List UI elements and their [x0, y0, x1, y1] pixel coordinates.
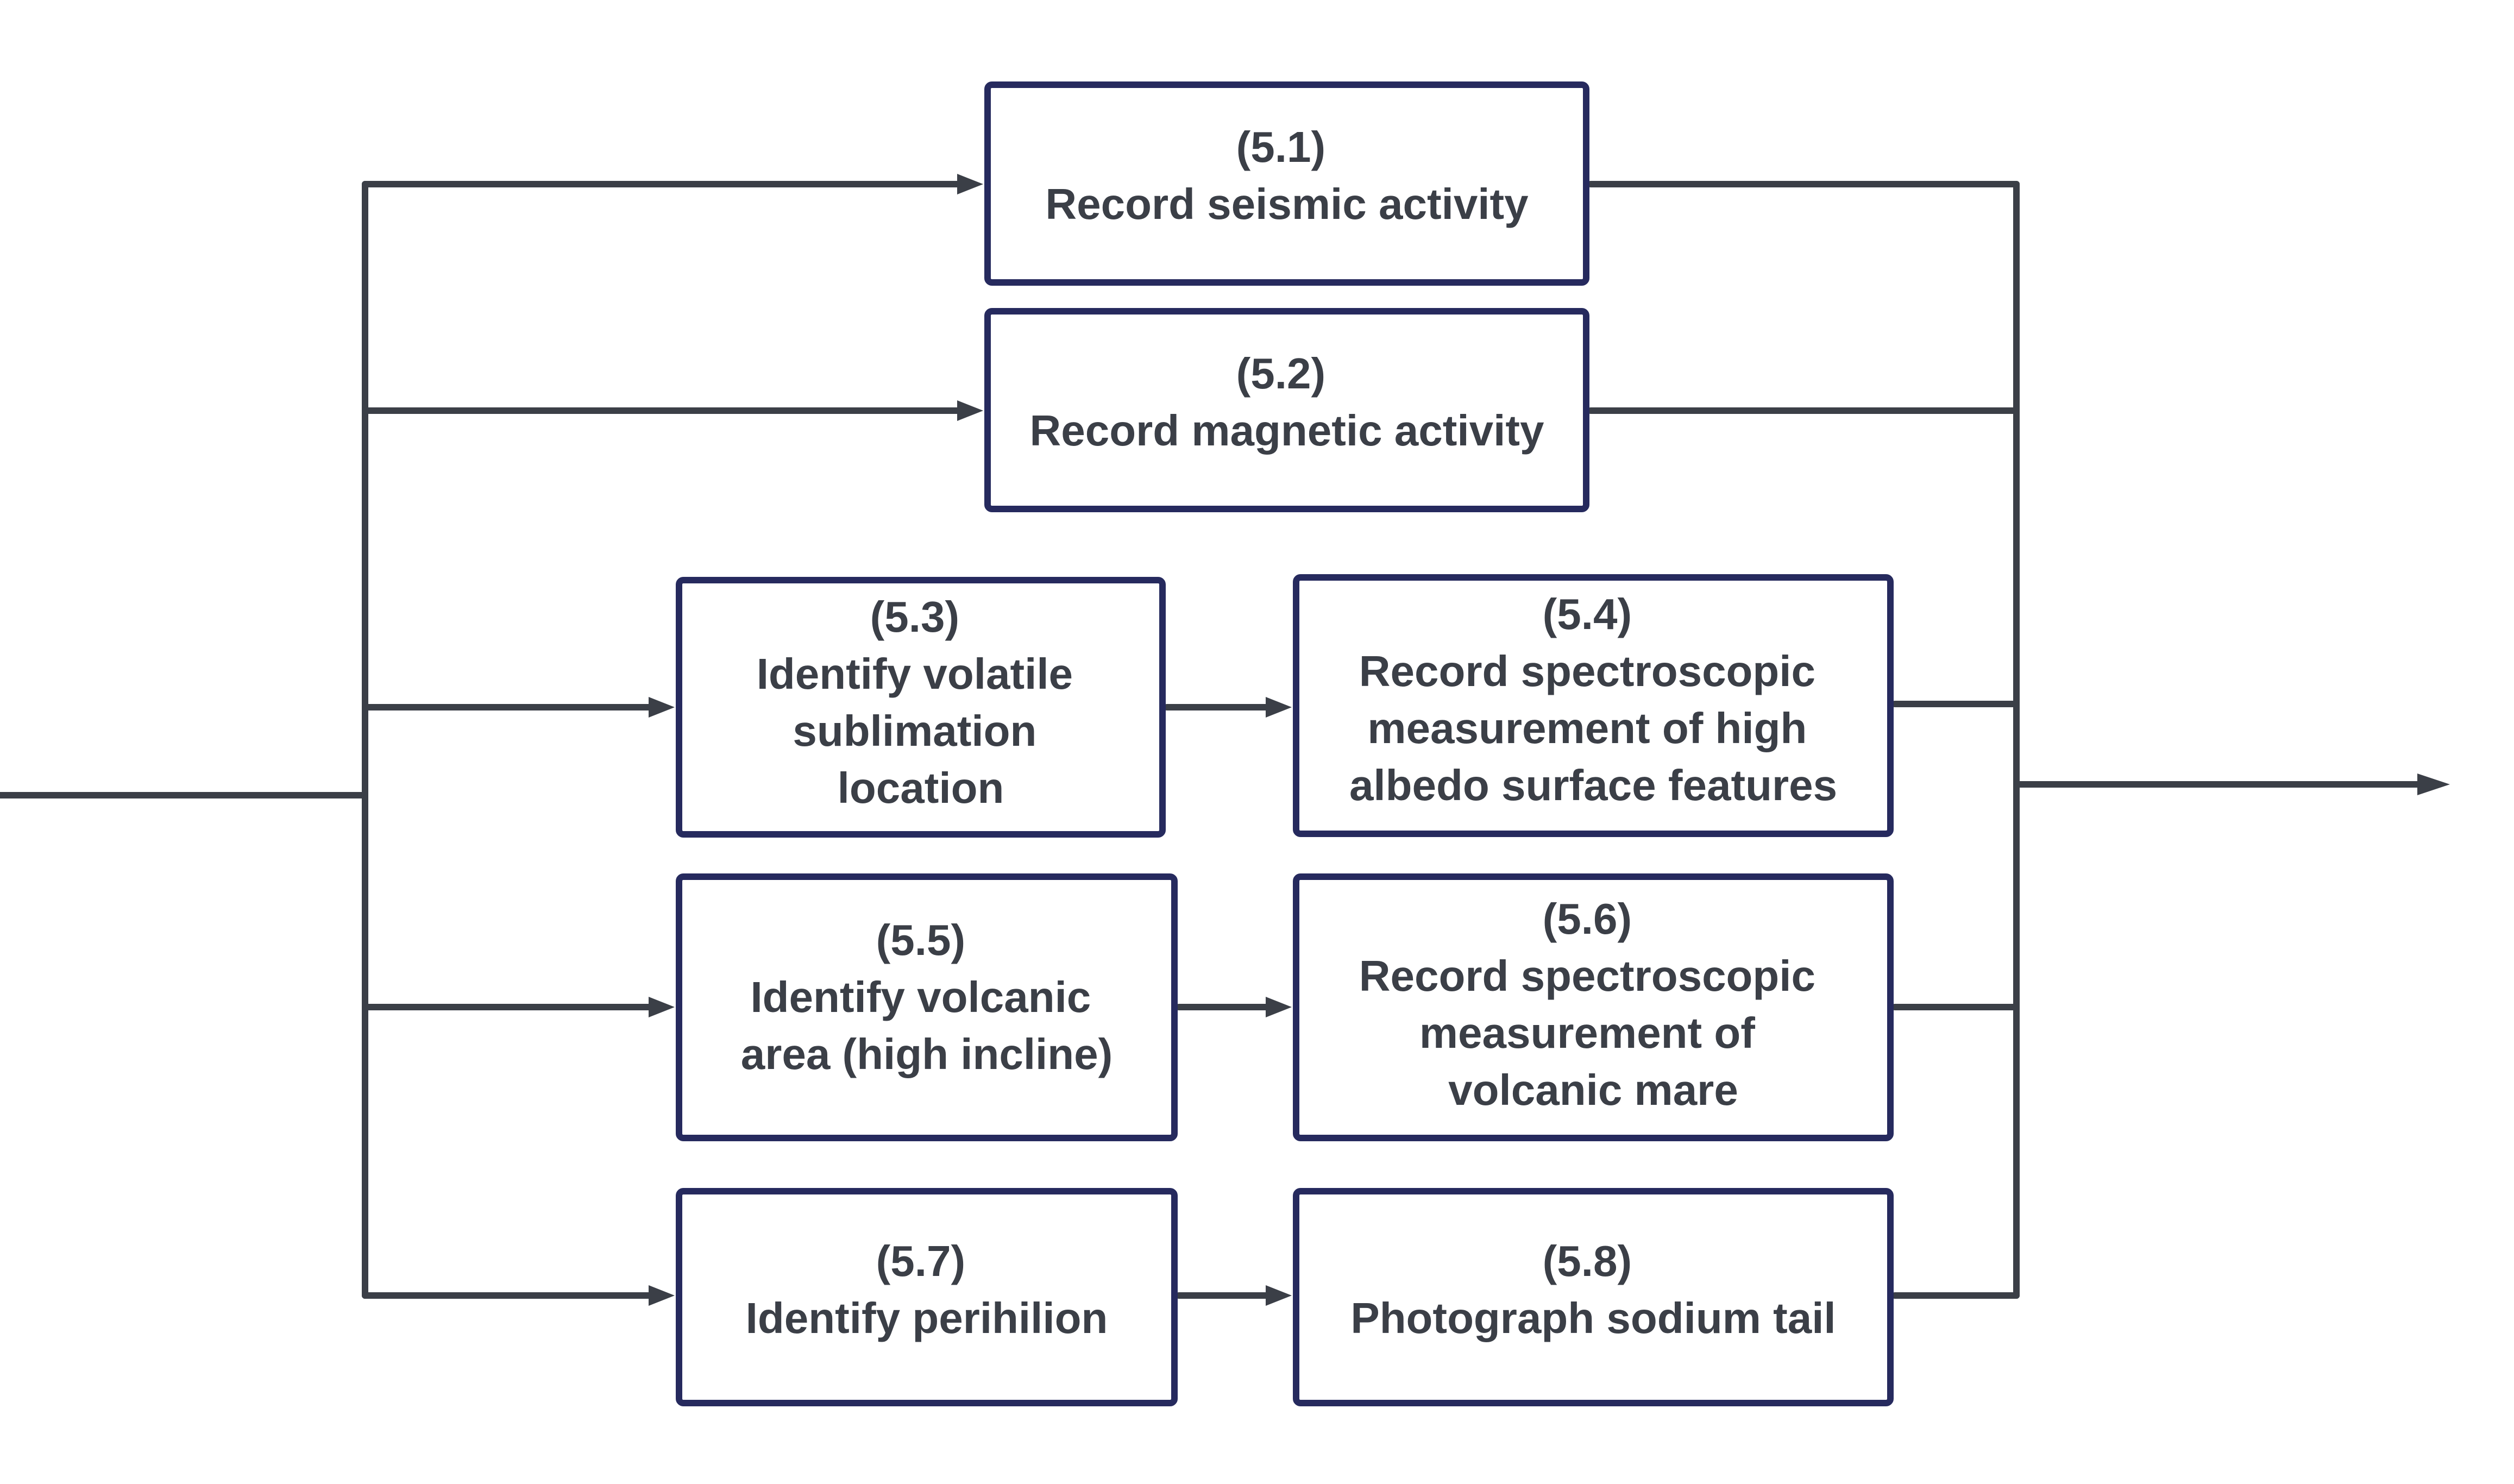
process-box-5-4-frame [1293, 574, 1894, 837]
process-box-5-7: (5.7) Identify perihilion [676, 1188, 1178, 1406]
process-box-5-6-line-1: (5.6) [1543, 895, 1632, 943]
arrowhead-5-3 [649, 697, 675, 718]
process-box-5-7-line-2: Identify perihilion [746, 1294, 1108, 1342]
process-box-5-6-line-3: measurement of [1419, 1009, 1755, 1057]
process-box-5-6-line-4: volcanic mare [1448, 1066, 1738, 1114]
process-box-5-2-frame [984, 308, 1589, 512]
process-box-5-2: (5.2) Record magnetic activity [984, 308, 1589, 512]
arrowhead-5-8 [1266, 1285, 1292, 1306]
output-arrowhead [2417, 774, 2450, 795]
process-box-5-1-line-1: (5.1) [1236, 123, 1326, 171]
process-box-5-2-line-1: (5.2) [1236, 349, 1326, 398]
arrowhead-5-1 [957, 174, 983, 194]
arrowhead-5-7 [649, 1285, 675, 1306]
connectors [0, 174, 2450, 1306]
process-box-5-8-line-1: (5.8) [1543, 1237, 1632, 1285]
process-box-5-5-line-3: area (high incline) [741, 1030, 1113, 1078]
process-box-5-1-frame [984, 81, 1589, 286]
process-box-5-4-line-4: albedo surface features [1349, 761, 1837, 809]
process-box-5-1-label: (5.1) Record seismic activity [1045, 123, 1529, 228]
arrowhead-5-6 [1266, 997, 1292, 1017]
process-box-5-3-line-4: location [838, 764, 1004, 812]
process-box-5-5-line-2: Identify volcanic [750, 973, 1091, 1021]
process-box-5-8: (5.8) Photograph sodium tail [1293, 1188, 1894, 1406]
process-box-5-3-label: (5.3) Identify volatile sublimation loca… [757, 593, 1085, 812]
process-box-5-8-label: (5.8) Photograph sodium tail [1350, 1237, 1836, 1342]
process-box-5-5-line-1: (5.5) [876, 916, 966, 964]
process-box-5-4-label: (5.4) Record spectroscopic measurement o… [1349, 590, 1837, 809]
process-box-5-7-frame [676, 1188, 1178, 1406]
process-box-5-6: (5.6) Record spectroscopic measurement o… [1293, 873, 1894, 1141]
arrowhead-5-4 [1266, 697, 1292, 718]
process-box-5-7-label: (5.7) Identify perihilion [746, 1237, 1108, 1342]
process-box-5-2-line-2: Record magnetic activity [1030, 406, 1545, 455]
arrowhead-5-5 [649, 997, 675, 1017]
process-box-5-3-line-1: (5.3) [870, 593, 960, 641]
process-box-5-1-line-2: Record seismic activity [1045, 180, 1529, 228]
process-box-5-3-frame [676, 577, 1166, 838]
process-box-5-4-line-2: Record spectroscopic [1359, 647, 1815, 695]
arrowhead-5-2 [957, 400, 983, 421]
process-box-5-5-label: (5.5) Identify volcanic area (high incli… [741, 916, 1113, 1078]
process-box-5-8-line-2: Photograph sodium tail [1350, 1294, 1836, 1342]
process-box-5-5-frame [676, 873, 1178, 1141]
process-box-5-5: (5.5) Identify volcanic area (high incli… [676, 873, 1178, 1141]
process-box-5-1: (5.1) Record seismic activity [984, 81, 1589, 286]
process-box-5-6-label: (5.6) Record spectroscopic measurement o… [1359, 895, 1828, 1114]
process-box-5-6-frame [1293, 873, 1894, 1141]
process-box-5-3-line-3: sublimation [793, 707, 1036, 755]
process-box-5-8-frame [1293, 1188, 1894, 1406]
process-box-5-3-line-2: Identify volatile [757, 650, 1073, 698]
process-box-5-7-line-1: (5.7) [876, 1237, 966, 1285]
process-box-5-4: (5.4) Record spectroscopic measurement o… [1293, 574, 1894, 837]
process-box-5-4-line-3: measurement of high [1367, 704, 1807, 752]
process-box-5-6-line-2: Record spectroscopic [1359, 952, 1815, 1000]
process-box-5-2-label: (5.2) Record magnetic activity [1030, 349, 1545, 455]
process-box-5-4-line-1: (5.4) [1543, 590, 1632, 638]
process-box-5-3: (5.3) Identify volatile sublimation loca… [676, 577, 1166, 838]
